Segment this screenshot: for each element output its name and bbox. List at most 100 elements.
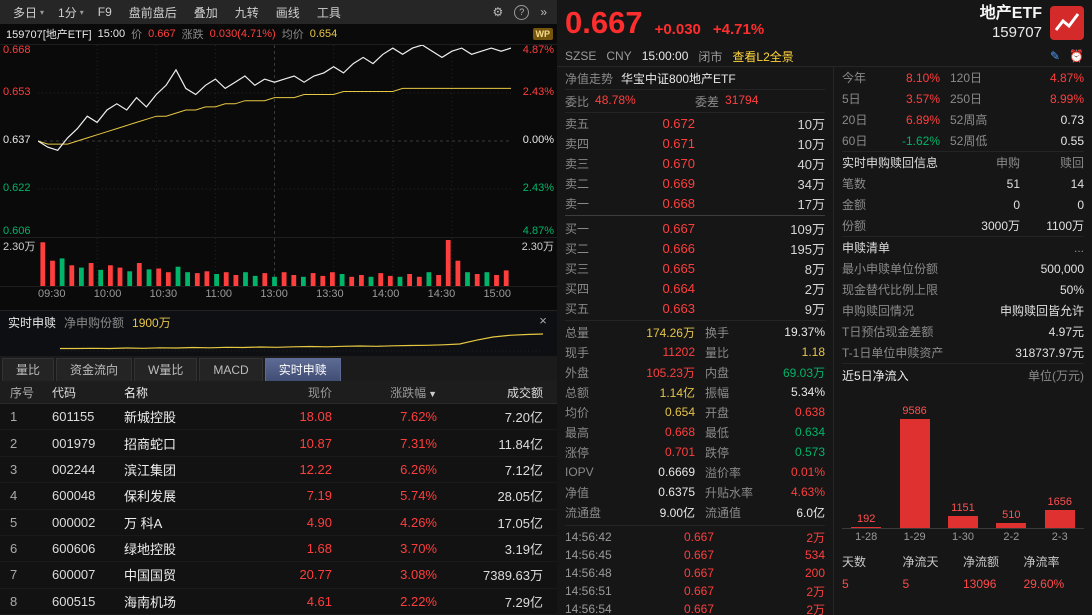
stat-row: 现手 11202 量比 1.18 (565, 342, 825, 362)
toolbar-item-label: 1分 (58, 5, 77, 20)
col-header-amount[interactable]: 成交额 (506, 385, 543, 400)
gear-icon[interactable]: ⚙ (492, 4, 504, 19)
stock-price: 7.19 (306, 488, 332, 504)
tab[interactable]: MACD (199, 358, 263, 381)
stock-row[interactable]: 4 600048 保利发展 7.19 5.74% 28.05亿 (0, 483, 557, 510)
time-label: 09:30 (38, 288, 66, 300)
bid-level-label: 买一 (565, 221, 590, 236)
bid-row[interactable]: 买一 0.667 109万 (565, 218, 825, 238)
toolbar-item[interactable]: 盘前盘后 (122, 4, 187, 21)
ask-row[interactable]: 卖四 0.671 10万 (565, 133, 825, 153)
stock-row[interactable]: 6 600606 绿地控股 1.68 3.70% 3.19亿 (0, 536, 557, 563)
stock-rank: 6 (10, 541, 18, 557)
stock-rank: 7 (10, 567, 18, 583)
currency-label: CNY (606, 49, 632, 63)
bid-row[interactable]: 买三 0.665 8万 (565, 258, 825, 278)
l2-link[interactable]: 查看L2全景 (732, 49, 794, 64)
stock-change-pct: 7.31% (400, 435, 437, 451)
flow-summary-item: 净流率 29.60% (1024, 553, 1085, 591)
flow-bar (851, 526, 882, 529)
toolbar-item[interactable]: 工具 (310, 4, 351, 21)
bid-row[interactable]: 买四 0.664 2万 (565, 278, 825, 298)
col-header-change[interactable]: 涨跌幅 ▼ (390, 385, 437, 400)
bid-row[interactable]: 买二 0.666 195万 (565, 238, 825, 258)
stock-row[interactable]: 1 601155 新城控股 18.08 7.62% 7.20亿 (0, 404, 557, 431)
performance-row: 60日 -1.62% 52周低 0.55 (842, 130, 1084, 151)
tick-time: 14:56:42 (565, 530, 612, 544)
stat-value: 4.63% (790, 485, 825, 499)
toolbar-item[interactable]: 九转 (228, 4, 269, 21)
col-header-price[interactable]: 现价 (307, 385, 332, 400)
bid-row[interactable]: 买五 0.663 9万 (565, 298, 825, 318)
tab[interactable]: 量比 (2, 358, 55, 381)
flow-summary-label: 净流额 (963, 555, 1000, 569)
tab[interactable]: W量比 (134, 358, 198, 381)
stat-value: 11202 (662, 345, 695, 359)
sort-desc-icon: ▼ (428, 388, 437, 399)
flow-bar-label: 1-29 (903, 531, 926, 543)
kv-label: T-1日单位申赎资产 (842, 346, 944, 360)
toolbar-item[interactable]: 叠加 (187, 4, 228, 21)
market-status: 闭市 (698, 49, 723, 64)
fund-kv-row: 最小申赎单位份额 500,000 (842, 258, 1084, 279)
average-price-line (38, 87, 511, 145)
stock-turnover: 17.05亿 (497, 515, 543, 531)
toolbar-item[interactable]: 多日 ▾ (6, 4, 51, 21)
y-axis-label: 0.637 (3, 134, 31, 146)
y-axis-label: 0.668 (3, 44, 31, 56)
net-inflow-header: 近5日净流入 单位(万元) (842, 363, 1084, 386)
toolbar-item[interactable]: F9 (91, 5, 122, 19)
ask-price: 0.668 (662, 195, 695, 211)
stock-row[interactable]: 5 000002 万 科A 4.90 4.26% 17.05亿 (0, 510, 557, 536)
chevron-double-right-icon[interactable]: » (540, 4, 547, 19)
col-header-no[interactable]: 序号 (10, 385, 35, 400)
bid-volume: 195万 (790, 241, 825, 257)
perf-value: -1.62% (901, 133, 940, 148)
ask-row[interactable]: 卖二 0.669 34万 (565, 173, 825, 193)
avg-label: 均价 (281, 29, 304, 41)
fund-kv-row: T日预估现金差额 4.97元 (842, 321, 1084, 342)
stat-label: 跌停 (705, 445, 730, 460)
tick-time: 14:56:51 (565, 584, 612, 598)
volume-max-label: 2.30万 (521, 241, 554, 253)
stock-row[interactable]: 8 600515 海南机场 4.61 2.22% 7.29亿 (0, 589, 557, 615)
bid-level-label: 买三 (565, 261, 590, 276)
performance-row: 20日 6.89% 52周高 0.73 (842, 109, 1084, 130)
time-and-sales: 14:56:42 0.667 2万 14:56:45 0.667 534 14:… (565, 525, 825, 615)
ask-row[interactable]: 卖五 0.672 10万 (565, 113, 825, 133)
stock-row[interactable]: 3 002244 滨江集团 12.22 6.26% 7.12亿 (0, 457, 557, 484)
ask-row[interactable]: 卖一 0.668 17万 (565, 193, 825, 213)
price-value: 0.667 (148, 28, 176, 40)
time-axis: 09:30 10:00 10:30 11:00 13:00 13:30 14:00 14:30… (38, 288, 511, 304)
alarm-icon[interactable]: ⏰ (1069, 49, 1084, 63)
rt-sub-label: 笔数 (842, 177, 867, 191)
stat-value: 5.34% (790, 385, 825, 399)
ask-level-label: 卖四 (565, 136, 590, 151)
bid-price: 0.663 (662, 300, 695, 316)
ask-row[interactable]: 卖三 0.670 40万 (565, 153, 825, 173)
tab[interactable]: 实时申赎 (264, 358, 341, 381)
perf-label: 今年 (842, 71, 867, 85)
stock-row[interactable]: 2 001979 招商蛇口 10.87 7.31% 11.84亿 (0, 430, 557, 457)
col-header-name[interactable]: 名称 (124, 385, 149, 400)
subscribe-value: 3000万 (981, 219, 1020, 233)
stat-label: 流通盘 (565, 505, 602, 520)
tick-volume: 2万 (806, 584, 825, 599)
tick-row: 14:56:54 0.667 2万 (565, 600, 825, 615)
rt-subscription-title: 实时申购赎回信息 (842, 156, 939, 170)
ask-volume: 17万 (797, 196, 825, 212)
pencil-icon[interactable]: ✎ (1049, 49, 1061, 63)
tab[interactable]: 资金流向 (56, 358, 133, 381)
stock-row[interactable]: 7 600007 中国国贸 20.77 3.08% 7389.63万 (0, 562, 557, 589)
pct-axis-label: 4.87% (522, 225, 554, 237)
col-header-code[interactable]: 代码 (52, 385, 77, 400)
pct-axis-label: 2.43% (522, 86, 554, 98)
close-icon[interactable]: × (539, 313, 547, 328)
toolbar-item[interactable]: 画线 (269, 4, 310, 21)
perf-value: 3.57% (905, 91, 940, 106)
toolbar-item[interactable]: 1分 ▾ (51, 4, 91, 21)
stat-value: 1.14亿 (659, 385, 695, 400)
stat-value: 0.6375 (658, 485, 695, 499)
ellipsis-more-icon[interactable]: ... (1073, 240, 1084, 255)
help-icon[interactable]: ? (514, 4, 530, 20)
